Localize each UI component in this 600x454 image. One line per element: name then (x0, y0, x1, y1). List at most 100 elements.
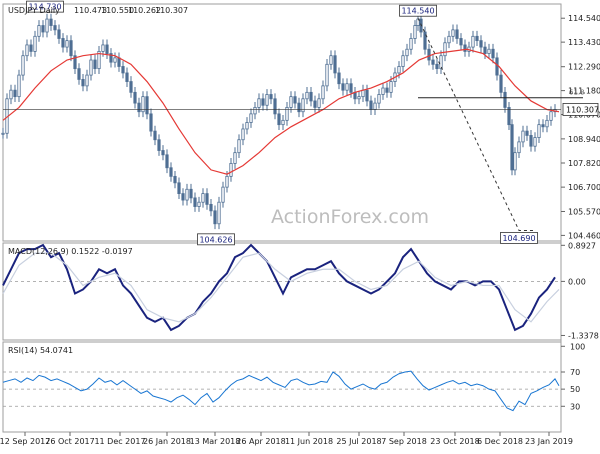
annotation-label: 104.690 (502, 234, 535, 243)
candle-body (533, 137, 537, 147)
candle-body (507, 107, 511, 126)
price-y-tick-label: 104.460 (568, 231, 600, 240)
candle-body (435, 63, 439, 70)
candle-body (9, 89, 13, 100)
candle-body (281, 119, 285, 126)
candle-body (41, 25, 45, 33)
candle-body (483, 46, 487, 54)
candle-body (13, 89, 17, 98)
x-tick-label: 25 Jul 2018 (336, 437, 381, 446)
candle-body (141, 96, 145, 113)
candle-body (479, 40, 483, 48)
candle-body (33, 35, 37, 52)
candle-body (225, 175, 229, 188)
moving-average-line (2, 48, 560, 175)
candle-body (377, 94, 381, 104)
price-y-tick-label: 105.570 (568, 207, 600, 216)
annotation-box (500, 232, 538, 244)
candle-body (269, 94, 273, 100)
candle-body (455, 29, 459, 39)
candle-body (105, 44, 109, 54)
candle-body (137, 102, 141, 113)
price-y-tick-label: 111.180 (568, 87, 600, 96)
candle-body (173, 175, 177, 184)
horizontal-level-label: 61.8 (569, 89, 585, 97)
x-tick-label: 6 Dec 2018 (477, 437, 523, 446)
candle-body (145, 96, 149, 115)
candle-body (233, 152, 237, 164)
candle-body (431, 59, 435, 65)
candle-body (491, 48, 495, 59)
candle-body (301, 98, 305, 113)
candle-body (443, 42, 447, 57)
annotation-box (26, 0, 64, 13)
candle-body (427, 48, 431, 61)
rsi-title: RSI(14) 54.0741 (8, 346, 73, 355)
candle-body (181, 193, 185, 201)
annotation-box (197, 233, 235, 246)
x-tick-label: 13 Mar 2018 (190, 437, 241, 446)
candle-body (213, 210, 217, 225)
projection-dashed-line (417, 18, 536, 231)
annotation-label: 104.626 (199, 235, 232, 244)
candle-body (517, 141, 521, 154)
candle-body (333, 55, 337, 74)
candle-body (337, 72, 341, 85)
candle-body (373, 102, 377, 110)
ohlc-value: 110.473 (74, 6, 107, 15)
candle-body (475, 35, 479, 42)
candle-body (401, 55, 405, 67)
candle-body (93, 59, 97, 70)
candle-body (57, 29, 61, 39)
candle-body (153, 130, 157, 141)
candle-body (201, 193, 205, 203)
candle-body (129, 81, 133, 93)
candle-body (121, 66, 125, 74)
candle-body (293, 96, 297, 104)
rsi-y-tick-label: 100 (570, 342, 585, 351)
x-tick-label: 12 Sep 2017 (0, 437, 50, 446)
candle-body (537, 124, 541, 138)
candle-body (397, 66, 401, 74)
candle-body (69, 40, 73, 57)
candle-body (261, 98, 265, 106)
annotation-label: 114.730 (28, 3, 61, 12)
candle-body (185, 188, 189, 201)
candle-body (81, 79, 85, 87)
candle-body (165, 154, 169, 169)
candle-body (253, 107, 257, 115)
ohlc-value: 110.262 (128, 6, 161, 15)
macd-y-tick-label: 0.8927 (568, 241, 596, 250)
price-y-tick-label: 106.700 (568, 183, 600, 192)
price-y-tick-label: 114.540 (568, 14, 600, 23)
x-tick-label: 23 Oct 2018 (430, 437, 479, 446)
candle-body (197, 201, 201, 207)
candle-body (209, 203, 213, 212)
price-y-tick-label: 108.940 (568, 135, 600, 144)
price-y-tick-label: 107.820 (568, 159, 600, 168)
candle-body (409, 38, 413, 50)
candle-body (405, 48, 409, 57)
candle-body (413, 25, 417, 39)
candle-body (439, 55, 443, 70)
candle-body (65, 40, 69, 48)
rsi-panel-frame (2, 341, 562, 433)
annotation-box (399, 4, 437, 17)
candle-body (349, 83, 353, 93)
candle-body (463, 44, 467, 52)
x-tick-label: 26 Apr 2018 (236, 437, 285, 446)
candle-body (73, 55, 77, 70)
price-y-tick-label: 113.430 (568, 38, 600, 47)
candle-body (361, 89, 365, 98)
candle-body (325, 63, 329, 87)
candle-body (17, 74, 21, 98)
candle-body (389, 81, 393, 93)
candle-body (541, 124, 545, 128)
x-tick-label: 11 Jun 2018 (285, 437, 333, 446)
candle-body (125, 72, 129, 82)
candle-body (365, 89, 369, 102)
candle-body (341, 83, 345, 91)
annotation-label: 114.540 (401, 7, 434, 16)
